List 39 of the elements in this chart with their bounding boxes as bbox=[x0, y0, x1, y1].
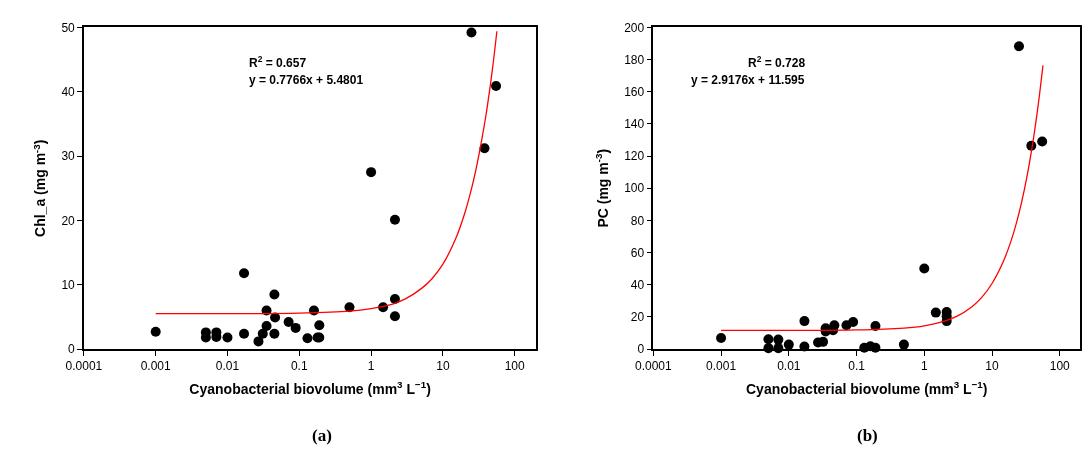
annotation: y = 0.7766x + 5.4801 bbox=[249, 73, 364, 87]
y-tick-label: 40 bbox=[630, 277, 645, 292]
annotation: R$^{2}$ = 0.657 bbox=[249, 54, 307, 71]
x-tick-label: 100 bbox=[1049, 359, 1071, 374]
y-tick-label: 80 bbox=[630, 213, 645, 228]
y-tick-label: 10 bbox=[61, 277, 76, 292]
x-tick-label: 10 bbox=[436, 359, 450, 374]
y-tick-label: 0 bbox=[637, 342, 645, 357]
x-axis-title: Cyanobacterial biovolume (mm$^{3}$ L$^{−1}$) bbox=[746, 379, 988, 398]
text: (b) bbox=[857, 426, 878, 445]
y-tick-label: 180 bbox=[624, 52, 645, 67]
y-tick-label: 100 bbox=[624, 181, 645, 196]
x-tick-label: 0.01 bbox=[777, 359, 801, 374]
x-tick-label: 0.1 bbox=[848, 359, 866, 374]
x-tick-label: 0.0001 bbox=[634, 359, 673, 374]
y-tick-label: 200 bbox=[624, 20, 645, 35]
x-tick-label: 100 bbox=[504, 359, 526, 374]
x-tick-label: 0.001 bbox=[140, 359, 172, 374]
x-tick-label: 1 bbox=[367, 359, 375, 374]
y-tick-label: 140 bbox=[624, 117, 645, 132]
y-tick-label: 0 bbox=[68, 342, 76, 357]
y-tick-label: 50 bbox=[61, 20, 76, 35]
annotation: R$^{2}$ = 0.728 bbox=[748, 54, 806, 71]
x-tick-label: 0.01 bbox=[215, 359, 240, 374]
y-tick-label: 40 bbox=[61, 84, 76, 99]
y-tick-label: 160 bbox=[624, 84, 645, 99]
y-tick-label: 30 bbox=[61, 149, 76, 164]
x-axis-title: Cyanobacterial biovolume (mm$^{3}$ L$^{−1}$) bbox=[189, 379, 431, 398]
annotation: y = 2.9176x + 11.595 bbox=[691, 73, 805, 87]
y-tick-label: 20 bbox=[630, 310, 645, 325]
y-tick-label: 60 bbox=[630, 245, 645, 260]
x-tick-label: 0.0001 bbox=[65, 359, 103, 374]
x-tick-label: 0.1 bbox=[290, 359, 308, 374]
x-tick-label: 10 bbox=[985, 359, 1000, 374]
x-tick-label: 0.001 bbox=[706, 359, 737, 374]
x-tick-label: 1 bbox=[920, 359, 928, 374]
y-tick-label: 20 bbox=[61, 213, 76, 228]
y-tick-label: 120 bbox=[624, 149, 645, 164]
text: (a) bbox=[312, 426, 332, 445]
